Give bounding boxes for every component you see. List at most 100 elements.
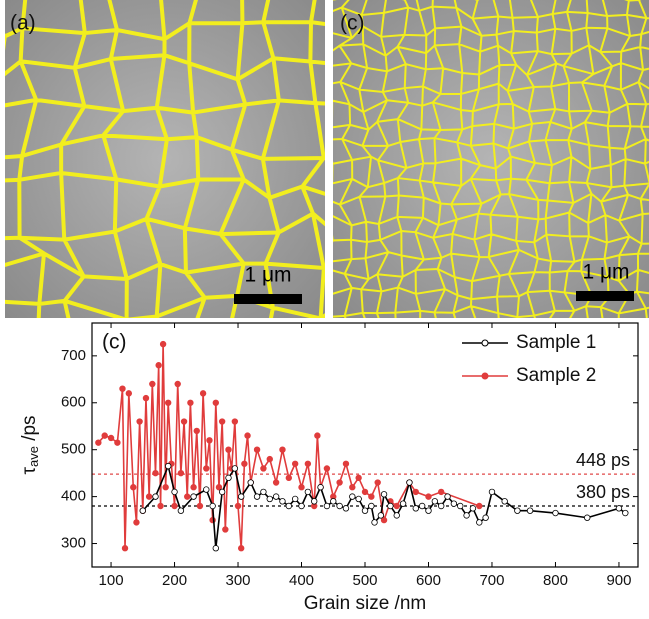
grain-mesh [5,0,325,318]
data-point [244,432,251,439]
data-point [203,486,210,493]
data-point [355,495,362,503]
data-point [311,498,318,505]
y-axis-unit: /ps [19,415,40,446]
data-point [361,507,369,514]
y-tick-label: 600 [61,394,86,411]
data-point [355,474,362,482]
data-point [584,514,591,521]
data-point [174,380,181,388]
data-point [412,505,419,512]
grain-boundaries-a [5,0,325,318]
data-point [272,479,280,486]
data-point [218,418,226,425]
data-point [482,514,489,521]
data-point [237,493,245,500]
panel-label: (c) [102,331,127,354]
data-point [342,460,350,467]
data-point [180,418,188,425]
x-tick-label: 500 [352,572,377,589]
data-point [133,519,140,526]
data-point [142,394,150,402]
data-point [253,493,261,500]
x-tick-label: 900 [606,572,631,589]
data-point [298,484,305,491]
data-point [469,505,477,512]
data-point [152,493,159,500]
data-point [349,484,356,491]
data-point [285,474,293,482]
data-point [177,507,185,514]
data-point [450,500,458,507]
data-point [349,493,356,500]
data-point [193,427,200,435]
data-point [476,502,483,510]
data-point [253,446,261,453]
legend-label: Sample 1 [516,332,596,353]
data-point [171,502,178,510]
data-point [393,512,400,519]
data-point [317,484,324,491]
x-tick-label: 300 [226,572,251,589]
data-point [237,545,245,552]
data-point [212,545,220,552]
data-point [457,502,464,510]
data-point [444,493,451,500]
data-point [437,488,445,496]
x-tick-label: 100 [99,572,124,589]
y-axis-symbol: τ [19,467,40,475]
data-point [190,484,197,491]
plot-frame [91,322,639,568]
data-point [406,479,413,486]
data-point [199,390,207,397]
x-tick-label: 800 [543,572,568,589]
data-point [209,502,216,510]
data-point [157,502,164,510]
data-point [218,488,226,496]
data-point [203,465,210,472]
data-point [266,495,273,503]
data-point [399,500,407,507]
data-point [368,502,375,510]
data-point [149,380,156,388]
data-point [418,502,426,510]
data-point [437,502,445,510]
data-point [225,446,232,453]
data-point [526,507,534,514]
data-point [187,399,194,406]
data-point [119,385,126,392]
data-point [298,502,305,510]
data-point [234,502,242,510]
data-point [231,418,239,425]
data-point [368,493,375,500]
reference-label: 380 ps [576,482,630,502]
data-point [177,469,185,477]
data-point [304,460,312,467]
data-point [171,488,178,496]
data-point [514,507,521,514]
data-point [323,465,331,472]
data-point [314,432,321,439]
data-point [342,505,350,512]
legend-label: Sample 2 [516,365,596,386]
reference-label: 448 ps [576,450,630,470]
data-point [380,516,388,524]
data-point [152,469,159,477]
data-point [323,502,331,510]
data-point [552,509,559,517]
data-point [164,399,172,406]
data-point [95,439,102,446]
data-point [488,488,496,496]
micrograph-panels: (a) (c) 1 μm 1 μm [5,0,649,318]
data-point [241,460,248,467]
x-tick-label: 200 [162,572,187,589]
data-point [247,479,254,486]
legend-marker [481,339,489,347]
x-tick-label: 600 [416,572,441,589]
data-point [330,498,337,505]
data-point [425,493,432,500]
data-point [272,493,280,500]
chart: 448 ps 380 ps 100 200 300 400 500 600 700 800 900 3… [19,322,639,614]
data-point [377,512,385,519]
